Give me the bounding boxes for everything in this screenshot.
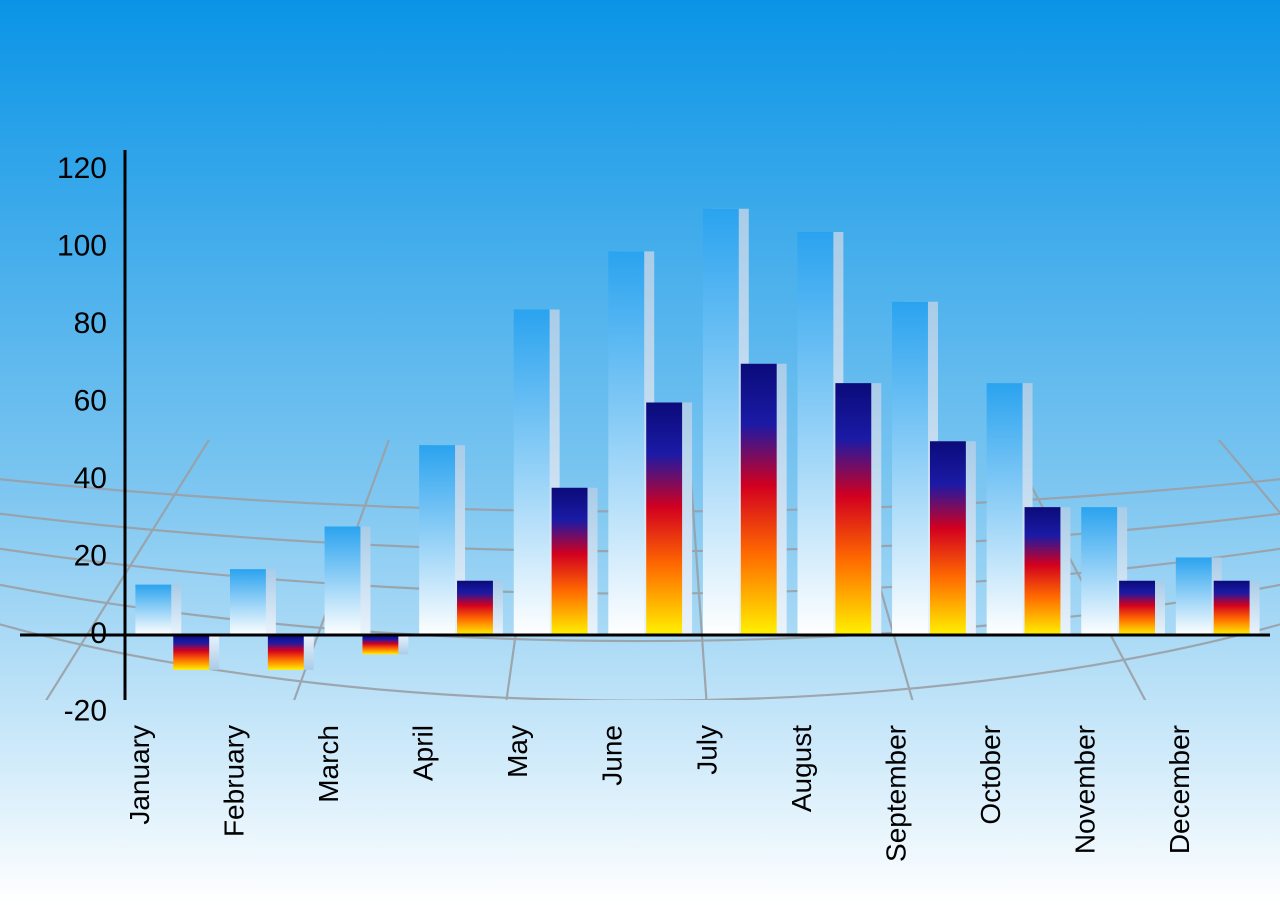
x-tick-label: September [880, 725, 911, 862]
x-tick-label: October [975, 725, 1006, 825]
bar-series-fire [930, 441, 966, 635]
bar-series-blue [797, 232, 833, 635]
bar-series-fire [173, 635, 209, 670]
y-tick-label: 120 [57, 152, 107, 185]
x-tick-label: January [124, 725, 155, 825]
y-tick-label: 20 [74, 539, 107, 572]
bar-series-blue [325, 527, 361, 636]
chart-container: -20 0 20 40 60 80 100 120 January February March Ap… [0, 0, 1280, 905]
y-tick-label: -20 [64, 694, 107, 727]
bar-series-fire [362, 635, 398, 654]
y-tick-label: 0 [90, 617, 107, 650]
bar-series-blue [230, 569, 266, 635]
bar-series-blue [703, 209, 739, 635]
bar-series-fire [552, 488, 588, 635]
bar-series-fire [1119, 581, 1155, 635]
x-tick-label: May [502, 725, 533, 778]
y-tick-label: 100 [57, 229, 107, 262]
bar-series-fire [1025, 507, 1061, 635]
monthly-bar-chart: -20 0 20 40 60 80 100 120 January February March Ap… [0, 0, 1280, 905]
y-tick-label: 60 [74, 384, 107, 417]
x-tick-label: March [313, 725, 344, 803]
bar-series-fire [835, 383, 871, 635]
x-tick-label: August [786, 725, 817, 812]
x-tick-label: February [218, 725, 249, 837]
bar-series-fire [1214, 581, 1250, 635]
x-tick-label: April [408, 725, 439, 781]
bar-series-blue [608, 251, 644, 635]
y-tick-label: 40 [74, 462, 107, 495]
bar-series-blue [1081, 507, 1117, 635]
bar-series-fire [741, 364, 777, 635]
x-tick-label: July [691, 725, 722, 775]
x-tick-label: December [1164, 725, 1195, 854]
x-tick-label: June [597, 725, 628, 786]
bar-series-fire [646, 403, 682, 636]
bar-series-blue [892, 302, 928, 635]
y-tick-label: 80 [74, 307, 107, 340]
bar-series-fire [268, 635, 304, 670]
bar-series-blue [135, 585, 171, 635]
bar-series-blue [987, 383, 1023, 635]
bar-series-blue [1176, 558, 1212, 636]
bar-series-blue [514, 310, 550, 636]
bar-series-blue [419, 445, 455, 635]
x-tick-label: November [1070, 725, 1101, 854]
bar-series-fire [457, 581, 493, 635]
